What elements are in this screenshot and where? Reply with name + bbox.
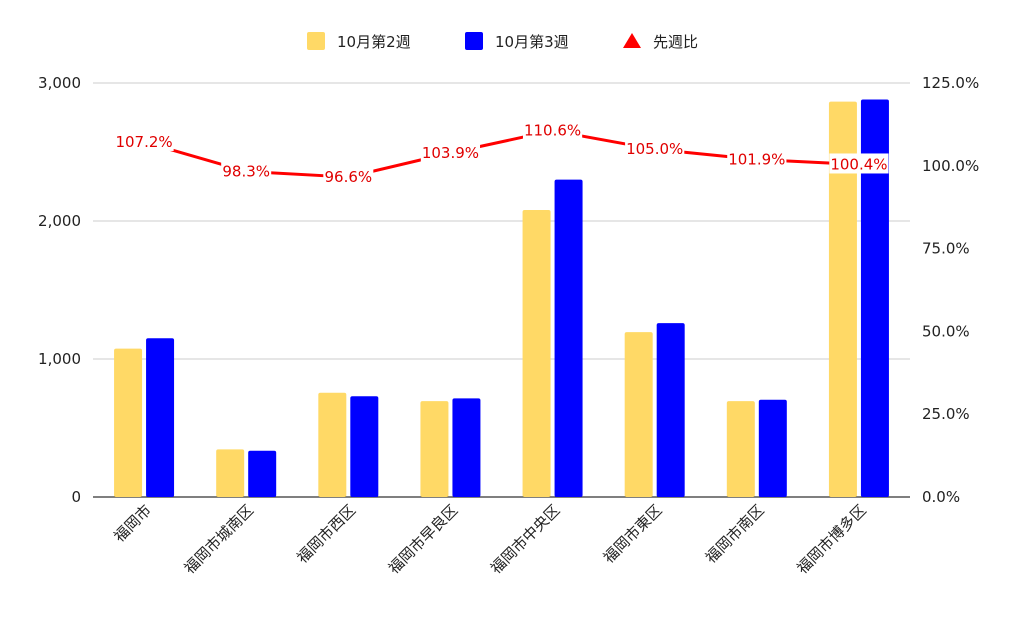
category-label: 福岡市博多区 <box>793 501 869 577</box>
legend-label: 先週比 <box>653 33 698 51</box>
right-tick-label: 0.0% <box>922 488 960 506</box>
left-tick-label: 3,000 <box>38 74 81 92</box>
bar-week2 <box>726 401 755 497</box>
legend-label: 10月第2週 <box>337 33 411 51</box>
legend: 10月第2週 10月第3週 先週比 <box>307 32 698 51</box>
bar-week2 <box>420 401 449 497</box>
bar-week2 <box>624 332 653 497</box>
bar-week3 <box>860 99 889 497</box>
legend-triangle-icon <box>623 33 641 48</box>
data-label: 110.6% <box>524 122 581 140</box>
right-tick-label: 75.0% <box>922 240 970 258</box>
data-label-background <box>114 130 174 151</box>
data-label-background <box>420 141 481 162</box>
category-label: 福岡市西区 <box>293 501 359 567</box>
right-tick-label: 50.0% <box>922 322 970 340</box>
data-label: 107.2% <box>115 133 172 151</box>
data-labels: 107.2% 98.3% 96.6% 103.9% 110.6% 105.0% 101.9%… <box>114 119 889 187</box>
bar-week2 <box>318 392 347 497</box>
bar-week3 <box>350 396 379 497</box>
legend-label: 10月第3週 <box>495 33 569 51</box>
bar-week2 <box>828 101 857 497</box>
legend-swatch <box>465 32 483 50</box>
bar-week3 <box>656 323 685 497</box>
left-tick-label: 2,000 <box>38 212 81 230</box>
bar-week3 <box>452 398 481 497</box>
left-axis-ticks: 0 1,000 2,000 3,000 <box>38 74 81 506</box>
bar-week3 <box>146 338 175 497</box>
category-label: 福岡市中央区 <box>487 501 563 577</box>
category-label: 福岡市 <box>110 501 155 546</box>
bar-week3 <box>758 399 787 497</box>
data-label-background <box>522 119 583 140</box>
legend-swatch <box>307 32 325 50</box>
left-tick-label: 1,000 <box>38 350 81 368</box>
bar-week2 <box>114 348 143 497</box>
bar-week2 <box>216 449 245 497</box>
right-tick-label: 100.0% <box>922 157 979 175</box>
data-label: 105.0% <box>626 140 683 158</box>
right-tick-label: 125.0% <box>922 74 979 92</box>
data-label: 103.9% <box>422 144 479 162</box>
gridlines <box>93 82 910 498</box>
bar-week3 <box>248 450 277 497</box>
category-label: 福岡市城南区 <box>181 501 257 577</box>
data-label: 98.3% <box>222 162 270 180</box>
data-label-background <box>323 166 374 187</box>
data-label: 100.4% <box>830 155 887 173</box>
data-label-background <box>829 153 889 174</box>
category-label: 福岡市東区 <box>600 501 666 567</box>
category-labels: 福岡市 福岡市城南区 福岡市西区 福岡市早良区 福岡市中央区 福岡市東区 福岡市南区 福岡市博… <box>110 501 869 577</box>
bars <box>114 99 889 497</box>
data-label: 101.9% <box>728 151 785 169</box>
data-label-background <box>727 148 787 169</box>
data-label-background <box>221 160 272 181</box>
data-label-background <box>625 138 685 159</box>
data-label: 96.6% <box>324 168 372 186</box>
right-tick-label: 25.0% <box>922 405 970 423</box>
left-tick-label: 0 <box>71 488 81 506</box>
bar-week2 <box>522 209 551 497</box>
right-axis-ticks: 0.0% 25.0% 50.0% 75.0% 100.0% 125.0% <box>922 74 979 506</box>
category-label: 福岡市早良区 <box>385 501 461 577</box>
bar-week3 <box>554 179 583 497</box>
category-label: 福岡市南区 <box>702 501 768 567</box>
